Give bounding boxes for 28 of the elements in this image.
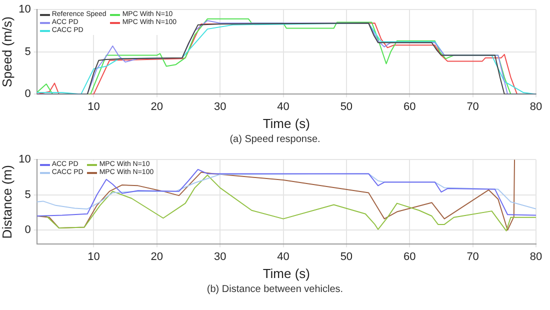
y-tick-label: 5: [24, 188, 31, 201]
x-tick-label: 60: [404, 250, 416, 263]
text: (a) Speed response.: [228, 134, 322, 145]
x-tick-label: 80: [530, 100, 542, 113]
x-tick-label: 50: [340, 100, 353, 113]
x-tick-label: 10: [88, 250, 100, 263]
x-tick-label: 40: [277, 100, 290, 113]
x-axis-title: Time (s): [262, 116, 310, 131]
y-tick-label: 10: [18, 4, 31, 16]
text: (b) Distance between vehicles.: [206, 284, 344, 295]
x-tick-label: 10: [88, 100, 100, 113]
x-tick-label: 20: [150, 100, 164, 113]
y-axis-title: Speed (m/s): [0, 16, 14, 88]
x-tick-label: 20: [150, 250, 164, 263]
x-tick-label: 70: [466, 250, 479, 263]
x-tick-label: 40: [277, 250, 290, 263]
y-tick-label: 0: [24, 224, 31, 236]
y-tick-label: 0: [24, 88, 31, 100]
x-tick-label: 30: [214, 250, 226, 263]
x-axis-title: Time (s): [262, 266, 310, 281]
x-tick-label: 80: [530, 250, 542, 263]
x-tick-label: 30: [214, 100, 226, 113]
x-tick-label: 70: [466, 100, 479, 113]
y-tick-label: 5: [24, 46, 31, 58]
x-tick-label: 60: [404, 100, 416, 113]
y-axis-title: Distance (m): [0, 165, 14, 239]
x-tick-label: 50: [340, 250, 353, 263]
y-tick-label: 10: [18, 154, 31, 166]
